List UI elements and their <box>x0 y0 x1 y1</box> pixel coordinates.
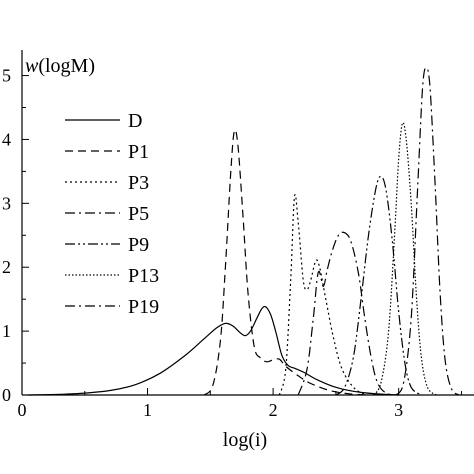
legend-label-p13: P13 <box>128 265 159 287</box>
series-line-p3 <box>278 194 368 396</box>
series-line-p9 <box>335 175 422 396</box>
x-tick-label: 3 <box>394 400 403 420</box>
y-axis-title: w(logM) <box>25 55 95 77</box>
y-tick-label: 2 <box>2 257 11 277</box>
y-axis-title-italic: w <box>25 55 39 77</box>
x-tick-label: 1 <box>143 400 152 420</box>
legend-label-p3: P3 <box>128 172 149 194</box>
y-tick-label: 0 <box>2 385 11 405</box>
x-tick-label: 2 <box>269 400 278 420</box>
legend-label-d: D <box>128 110 142 132</box>
legend-label-p9: P9 <box>128 234 149 256</box>
axes: 0 1 2 3 0 1 2 3 4 5 <box>2 50 474 420</box>
legend-label-p1: P1 <box>128 141 149 163</box>
x-tick-label: 0 <box>18 400 27 420</box>
y-axis-title-rest: (logM) <box>38 55 95 77</box>
series-line-d <box>28 305 399 396</box>
legend: D P1 P3 P5 P9 P13 P19 <box>65 110 159 318</box>
series-line-p19 <box>395 67 460 396</box>
y-tick-label: 5 <box>2 66 11 86</box>
y-tick-label: 4 <box>2 129 11 149</box>
y-tick-label: 3 <box>2 193 11 213</box>
y-tick-label: 1 <box>2 321 11 341</box>
x-axis-title: log(i) <box>223 429 267 451</box>
series-line-p1 <box>203 129 368 396</box>
series-line-p13 <box>373 122 437 396</box>
series-line-p5 <box>297 231 399 396</box>
legend-label-p5: P5 <box>128 203 149 225</box>
legend-label-p19: P19 <box>128 296 159 318</box>
series-layer <box>28 67 460 396</box>
